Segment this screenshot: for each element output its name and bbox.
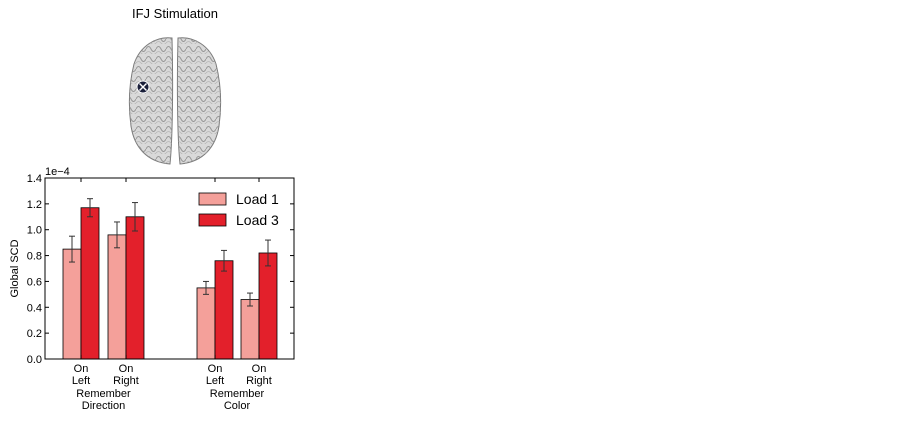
x-tick-label: Right [113, 375, 139, 387]
x-tick-label: Right [246, 375, 272, 387]
bar-load3-3 [258, 252, 278, 360]
y-tick-label: 0.2 [27, 328, 42, 340]
group-label: Direction [82, 400, 125, 412]
scale-label: 1e−4 [45, 166, 70, 178]
group-label: Remember [210, 388, 265, 400]
y-tick-label: 0.0 [27, 354, 42, 366]
x-tick-label: On [74, 363, 89, 375]
y-tick-label: 0.6 [27, 276, 42, 288]
x-tick-label: On [252, 363, 267, 375]
x-tick-label: On [119, 363, 134, 375]
bar-load1-0 [62, 248, 82, 360]
x-tick-label: On [208, 363, 223, 375]
legend-label-1: Load 1 [236, 191, 279, 207]
group-label: Color [224, 400, 251, 412]
bar-load3-2 [214, 260, 234, 360]
bar-load1-3 [240, 299, 260, 360]
plot-frame [44, 177, 295, 360]
bar-load3-1 [125, 216, 145, 360]
y-tick-label: 1.2 [27, 199, 42, 211]
legend-swatch-1 [198, 192, 227, 206]
y-tick-label: 1.4 [27, 173, 42, 185]
bar-load1-2 [196, 287, 216, 360]
group-label: Remember [76, 388, 131, 400]
stimulation-marker-icon [136, 80, 150, 94]
brain-icon [128, 37, 222, 165]
x-tick-label: Left [206, 375, 224, 387]
y-tick-label: 0.8 [27, 251, 42, 263]
bar-chart: 0.00.20.40.60.81.01.21.4OnLeftOnRightOnL… [9, 166, 295, 412]
x-tick-label: Left [72, 375, 90, 387]
bar-load3-0 [80, 207, 100, 360]
legend-swatch-2 [198, 213, 227, 227]
bar-load1-1 [107, 234, 127, 360]
y-axis-label: Global SCD [9, 239, 21, 297]
y-tick-label: 0.4 [27, 302, 42, 314]
figure-title: IFJ Stimulation [132, 6, 218, 21]
y-tick-label: 1.0 [27, 225, 42, 237]
legend-label-2: Load 3 [236, 212, 279, 228]
